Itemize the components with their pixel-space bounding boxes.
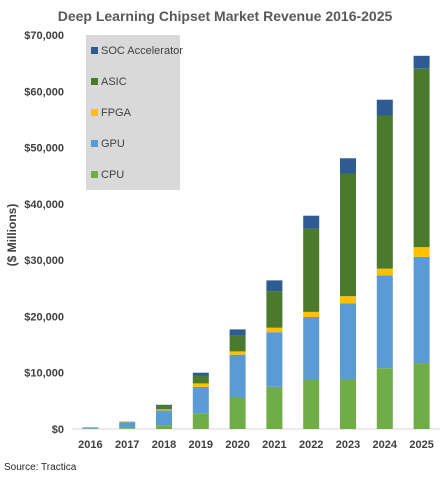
x-tick-label: 2021 (262, 439, 286, 451)
legend-swatch (91, 78, 98, 85)
bar-segment-cpu (266, 386, 283, 429)
bar-segment-cpu (413, 363, 430, 429)
x-tick-label: 2018 (152, 439, 176, 451)
bar-segment-soc-accelerator (192, 372, 209, 376)
x-tick-label: 2022 (299, 439, 323, 451)
legend-swatch (91, 109, 98, 116)
bar-segment-asic (303, 228, 320, 312)
legend-label: GPU (101, 138, 125, 150)
bar-segment-fpga (340, 296, 356, 304)
y-axis-label: ($ Millions) (5, 204, 19, 267)
y-tick-label: $60,000 (24, 86, 64, 98)
y-tick-label: $70,000 (24, 30, 64, 42)
bar-segment-fpga (229, 351, 246, 355)
bar-segment-cpu (376, 368, 393, 429)
bar-segment-asic (229, 335, 246, 352)
bar-segment-gpu (303, 317, 320, 380)
x-tick-label: 2016 (78, 439, 102, 451)
x-tick-label: 2025 (409, 439, 433, 451)
bar-segment-gpu (266, 332, 283, 387)
x-axis: 2016 2017 2018 2019 2020 2021 2022 2023 2024 2025 (78, 439, 434, 451)
bar-segment-soc-accelerator (266, 280, 283, 292)
bars (82, 55, 430, 429)
x-tick-label: 2019 (189, 439, 213, 451)
bar-segment-asic (192, 375, 209, 384)
bar-segment-fpga (303, 311, 320, 317)
bar-segment-asic (266, 291, 283, 328)
legend-label: FPGA (101, 107, 132, 119)
bar-segment-soc-accelerator (229, 329, 246, 336)
bar-segment-asic (156, 405, 172, 410)
x-tick-label: 2023 (336, 439, 360, 451)
bar-segment-gpu (376, 275, 393, 369)
bar-segment-cpu (156, 425, 172, 429)
bar-segment-gpu (156, 410, 172, 425)
y-tick-label: $10,000 (24, 368, 64, 380)
bar-segment-gpu (119, 422, 136, 429)
bar-segment-fpga (266, 327, 283, 333)
bar-segment-soc-accelerator (376, 99, 393, 116)
legend-swatch (91, 171, 98, 178)
legend-label: ASIC (101, 76, 127, 88)
bar-segment-gpu (229, 354, 246, 398)
bar-segment-asic (376, 115, 393, 269)
y-axis: $0 $10,000 $20,000 $30,000 $40,000 $50,000 $60… (24, 30, 64, 436)
legend-label: SOC Accelerator (101, 45, 183, 57)
bar-segment-gpu (82, 427, 99, 429)
bar-segment-fpga (192, 383, 209, 387)
bar-segment-fpga (413, 247, 430, 257)
y-tick-label: $20,000 (24, 311, 64, 323)
bar-segment-cpu (303, 379, 320, 429)
bar-segment-gpu (413, 256, 430, 364)
bar-segment-fpga (156, 409, 172, 411)
bar-segment-cpu (340, 379, 356, 429)
bar-segment-asic (413, 68, 430, 248)
y-tick-label: $0 (52, 424, 64, 436)
bar-segment-asic (340, 173, 356, 297)
bar-segment-soc-accelerator (413, 55, 430, 69)
source-note: Source: Tractica (4, 462, 77, 473)
x-tick-label: 2024 (373, 439, 398, 451)
chart-title: Deep Learning Chipset Market Revenue 201… (58, 8, 393, 24)
bar-segment-soc-accelerator (303, 215, 320, 229)
bar-segment-cpu (119, 428, 136, 429)
legend: SOC Accelerator ASIC FPGA GPU CPU (86, 35, 183, 190)
bar-segment-gpu (340, 303, 356, 380)
bar-segment-cpu (192, 413, 209, 429)
bar-segment-soc-accelerator (340, 158, 356, 174)
bar-segment-fpga (376, 268, 393, 276)
bar-segment-cpu (229, 398, 246, 429)
x-tick-label: 2017 (115, 439, 139, 451)
y-tick-label: $50,000 (24, 143, 64, 155)
bar-segment-soc-accelerator (156, 404, 172, 406)
y-tick-label: $30,000 (24, 255, 64, 267)
legend-box (86, 35, 180, 190)
legend-swatch (91, 140, 98, 147)
legend-swatch (91, 47, 98, 54)
bar-segment-gpu (192, 386, 209, 414)
x-tick-label: 2020 (225, 439, 249, 451)
legend-label: CPU (101, 169, 124, 181)
y-tick-label: $40,000 (24, 199, 64, 211)
